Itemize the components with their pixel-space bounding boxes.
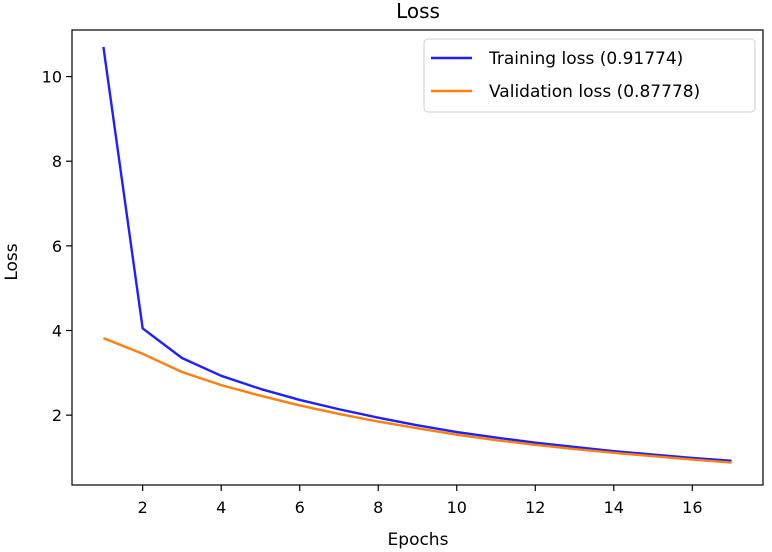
x-axis: 2 4 6 8 10 12 14 16 (138, 485, 703, 517)
x-tick-label: 10 (447, 498, 467, 517)
y-tick-label: 6 (52, 237, 62, 256)
y-axis-label: Loss (2, 243, 22, 280)
x-tick-label: 8 (373, 498, 383, 517)
legend-box (423, 38, 756, 113)
x-tick-label: 2 (138, 498, 148, 517)
x-tick-label: 14 (604, 498, 624, 517)
y-tick-label: 2 (52, 406, 62, 425)
y-tick-label: 10 (42, 68, 62, 87)
x-tick-label: 12 (525, 498, 545, 517)
y-axis: 2 4 6 8 10 (42, 68, 72, 425)
x-axis-label: Epochs (388, 530, 449, 550)
legend: Training loss (0.91774) Validation loss … (423, 38, 756, 113)
y-tick-label: 8 (52, 152, 62, 171)
legend-label-training: Training loss (0.91774) (488, 49, 683, 69)
y-tick-label: 4 (52, 322, 62, 341)
chart-title: Loss (396, 0, 440, 23)
x-tick-label: 16 (682, 498, 702, 517)
legend-label-validation: Validation loss (0.87778) (489, 82, 700, 102)
x-tick-label: 6 (295, 498, 305, 517)
series-layer (102, 46, 732, 464)
series-line-training (102, 46, 732, 463)
series-line-validation (102, 337, 732, 464)
x-tick-label: 4 (216, 498, 226, 517)
